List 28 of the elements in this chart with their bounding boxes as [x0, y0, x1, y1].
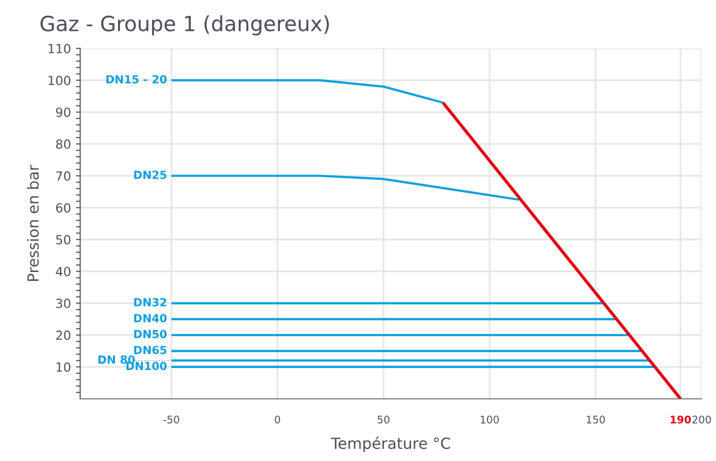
y-tick-label: 40 — [56, 266, 70, 276]
x-tick-label: -50 — [163, 416, 180, 424]
x-tick-label: 0 — [274, 416, 280, 424]
y-tick-label: 30 — [56, 298, 70, 308]
series-label: DN32 — [134, 298, 166, 306]
y-tick-label: 20 — [56, 330, 70, 340]
x-tick-label: 100 — [480, 416, 499, 424]
y-tick-label: 70 — [56, 171, 70, 181]
series-label: DN65 — [134, 346, 166, 354]
series-label: DN15 - 20 — [106, 75, 167, 84]
x-tick-label: 200 — [692, 416, 711, 424]
series-label: DN100 — [126, 362, 167, 370]
y-tick-label: 60 — [56, 203, 70, 213]
y-tick-label: 90 — [56, 108, 70, 118]
series-label: DN50 — [134, 330, 167, 338]
x-tick-label: 190 — [670, 416, 691, 424]
y-axis-title: Pression en bar — [26, 164, 39, 281]
y-tick-label: 10 — [56, 362, 70, 372]
series-label: DN40 — [134, 314, 167, 322]
y-tick-label: 50 — [56, 234, 70, 244]
y-tick-label: 80 — [56, 139, 70, 149]
series-label: DN25 — [134, 170, 166, 180]
chart-title: Gaz - Groupe 1 (dangereux) — [40, 15, 329, 36]
x-axis-title: Température °C — [330, 436, 450, 452]
y-tick-label: 100 — [48, 76, 70, 86]
y-tick-label: 110 — [48, 44, 70, 54]
x-tick-label: 50 — [378, 416, 390, 424]
x-tick-label: 150 — [586, 416, 605, 424]
